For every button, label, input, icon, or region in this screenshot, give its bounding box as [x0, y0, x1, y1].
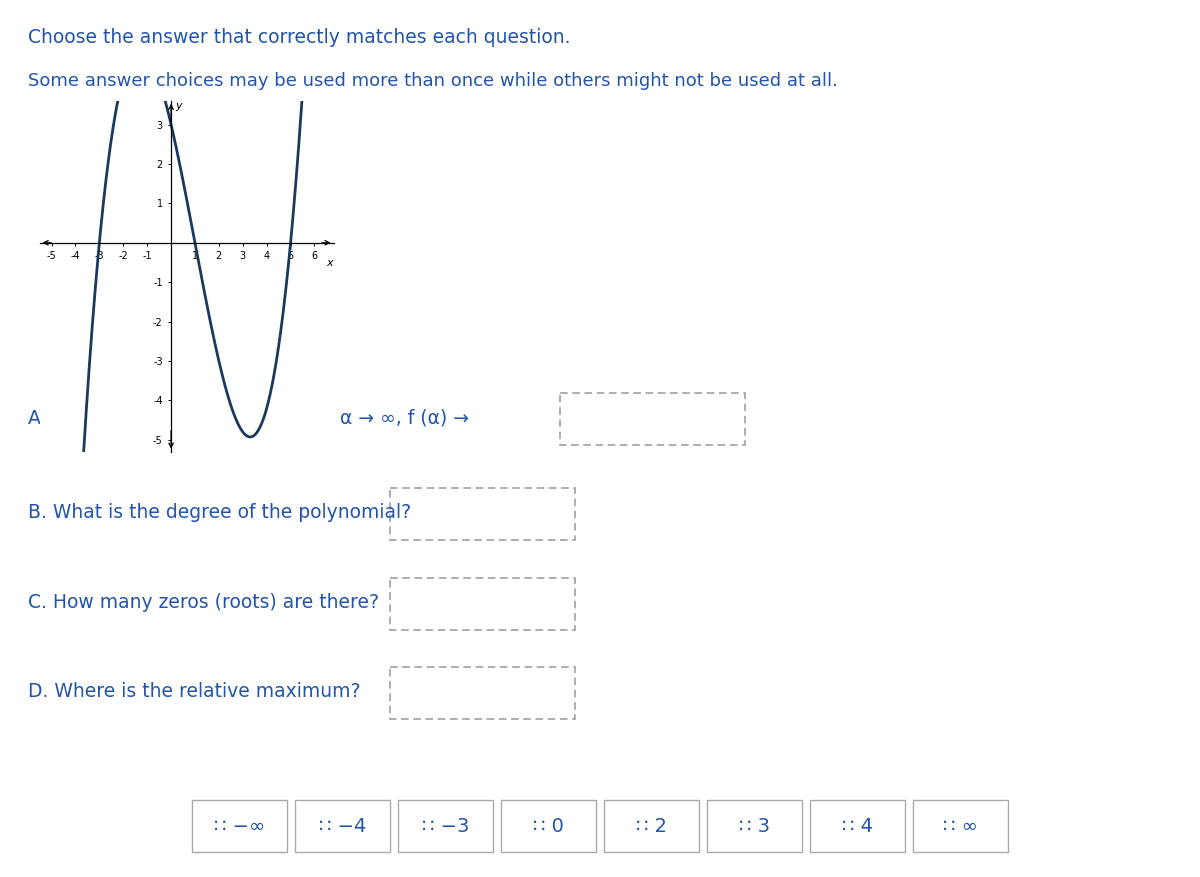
Bar [560, 393, 745, 445]
Bar [192, 800, 287, 852]
Bar [810, 800, 905, 852]
Text: ∷ ∞: ∷ ∞ [943, 816, 978, 836]
Text: ∷ 4: ∷ 4 [842, 816, 874, 836]
Bar [390, 488, 575, 540]
Text: C. How many zeros (roots) are there?: C. How many zeros (roots) are there? [28, 593, 379, 612]
Bar [604, 800, 698, 852]
Text: ∷ 3: ∷ 3 [739, 816, 770, 836]
Text: Some answer choices may be used more than once while others might not be used at: Some answer choices may be used more tha… [28, 72, 838, 90]
Text: A. Describe the end behavior. As α → ∞, f (α) →: A. Describe the end behavior. As α → ∞, … [28, 408, 469, 427]
Text: ∷ −4: ∷ −4 [319, 816, 366, 836]
Bar [390, 578, 575, 630]
Bar [295, 800, 390, 852]
Text: $y$: $y$ [175, 101, 185, 113]
Text: B. What is the degree of the polynomial?: B. What is the degree of the polynomial? [28, 503, 412, 522]
Bar [398, 800, 493, 852]
Bar [913, 800, 1008, 852]
Bar [707, 800, 802, 852]
Text: Choose the answer that correctly matches each question.: Choose the answer that correctly matches… [28, 28, 570, 47]
Text: ∷ −3: ∷ −3 [422, 816, 469, 836]
Text: ∷ 2: ∷ 2 [636, 816, 667, 836]
Text: ∷ 0: ∷ 0 [533, 816, 564, 836]
Text: $x$: $x$ [325, 258, 335, 267]
Bar [502, 800, 596, 852]
Text: D. Where is the relative maximum?: D. Where is the relative maximum? [28, 682, 360, 701]
Text: ∷ −∞: ∷ −∞ [214, 816, 265, 836]
Bar [390, 667, 575, 719]
